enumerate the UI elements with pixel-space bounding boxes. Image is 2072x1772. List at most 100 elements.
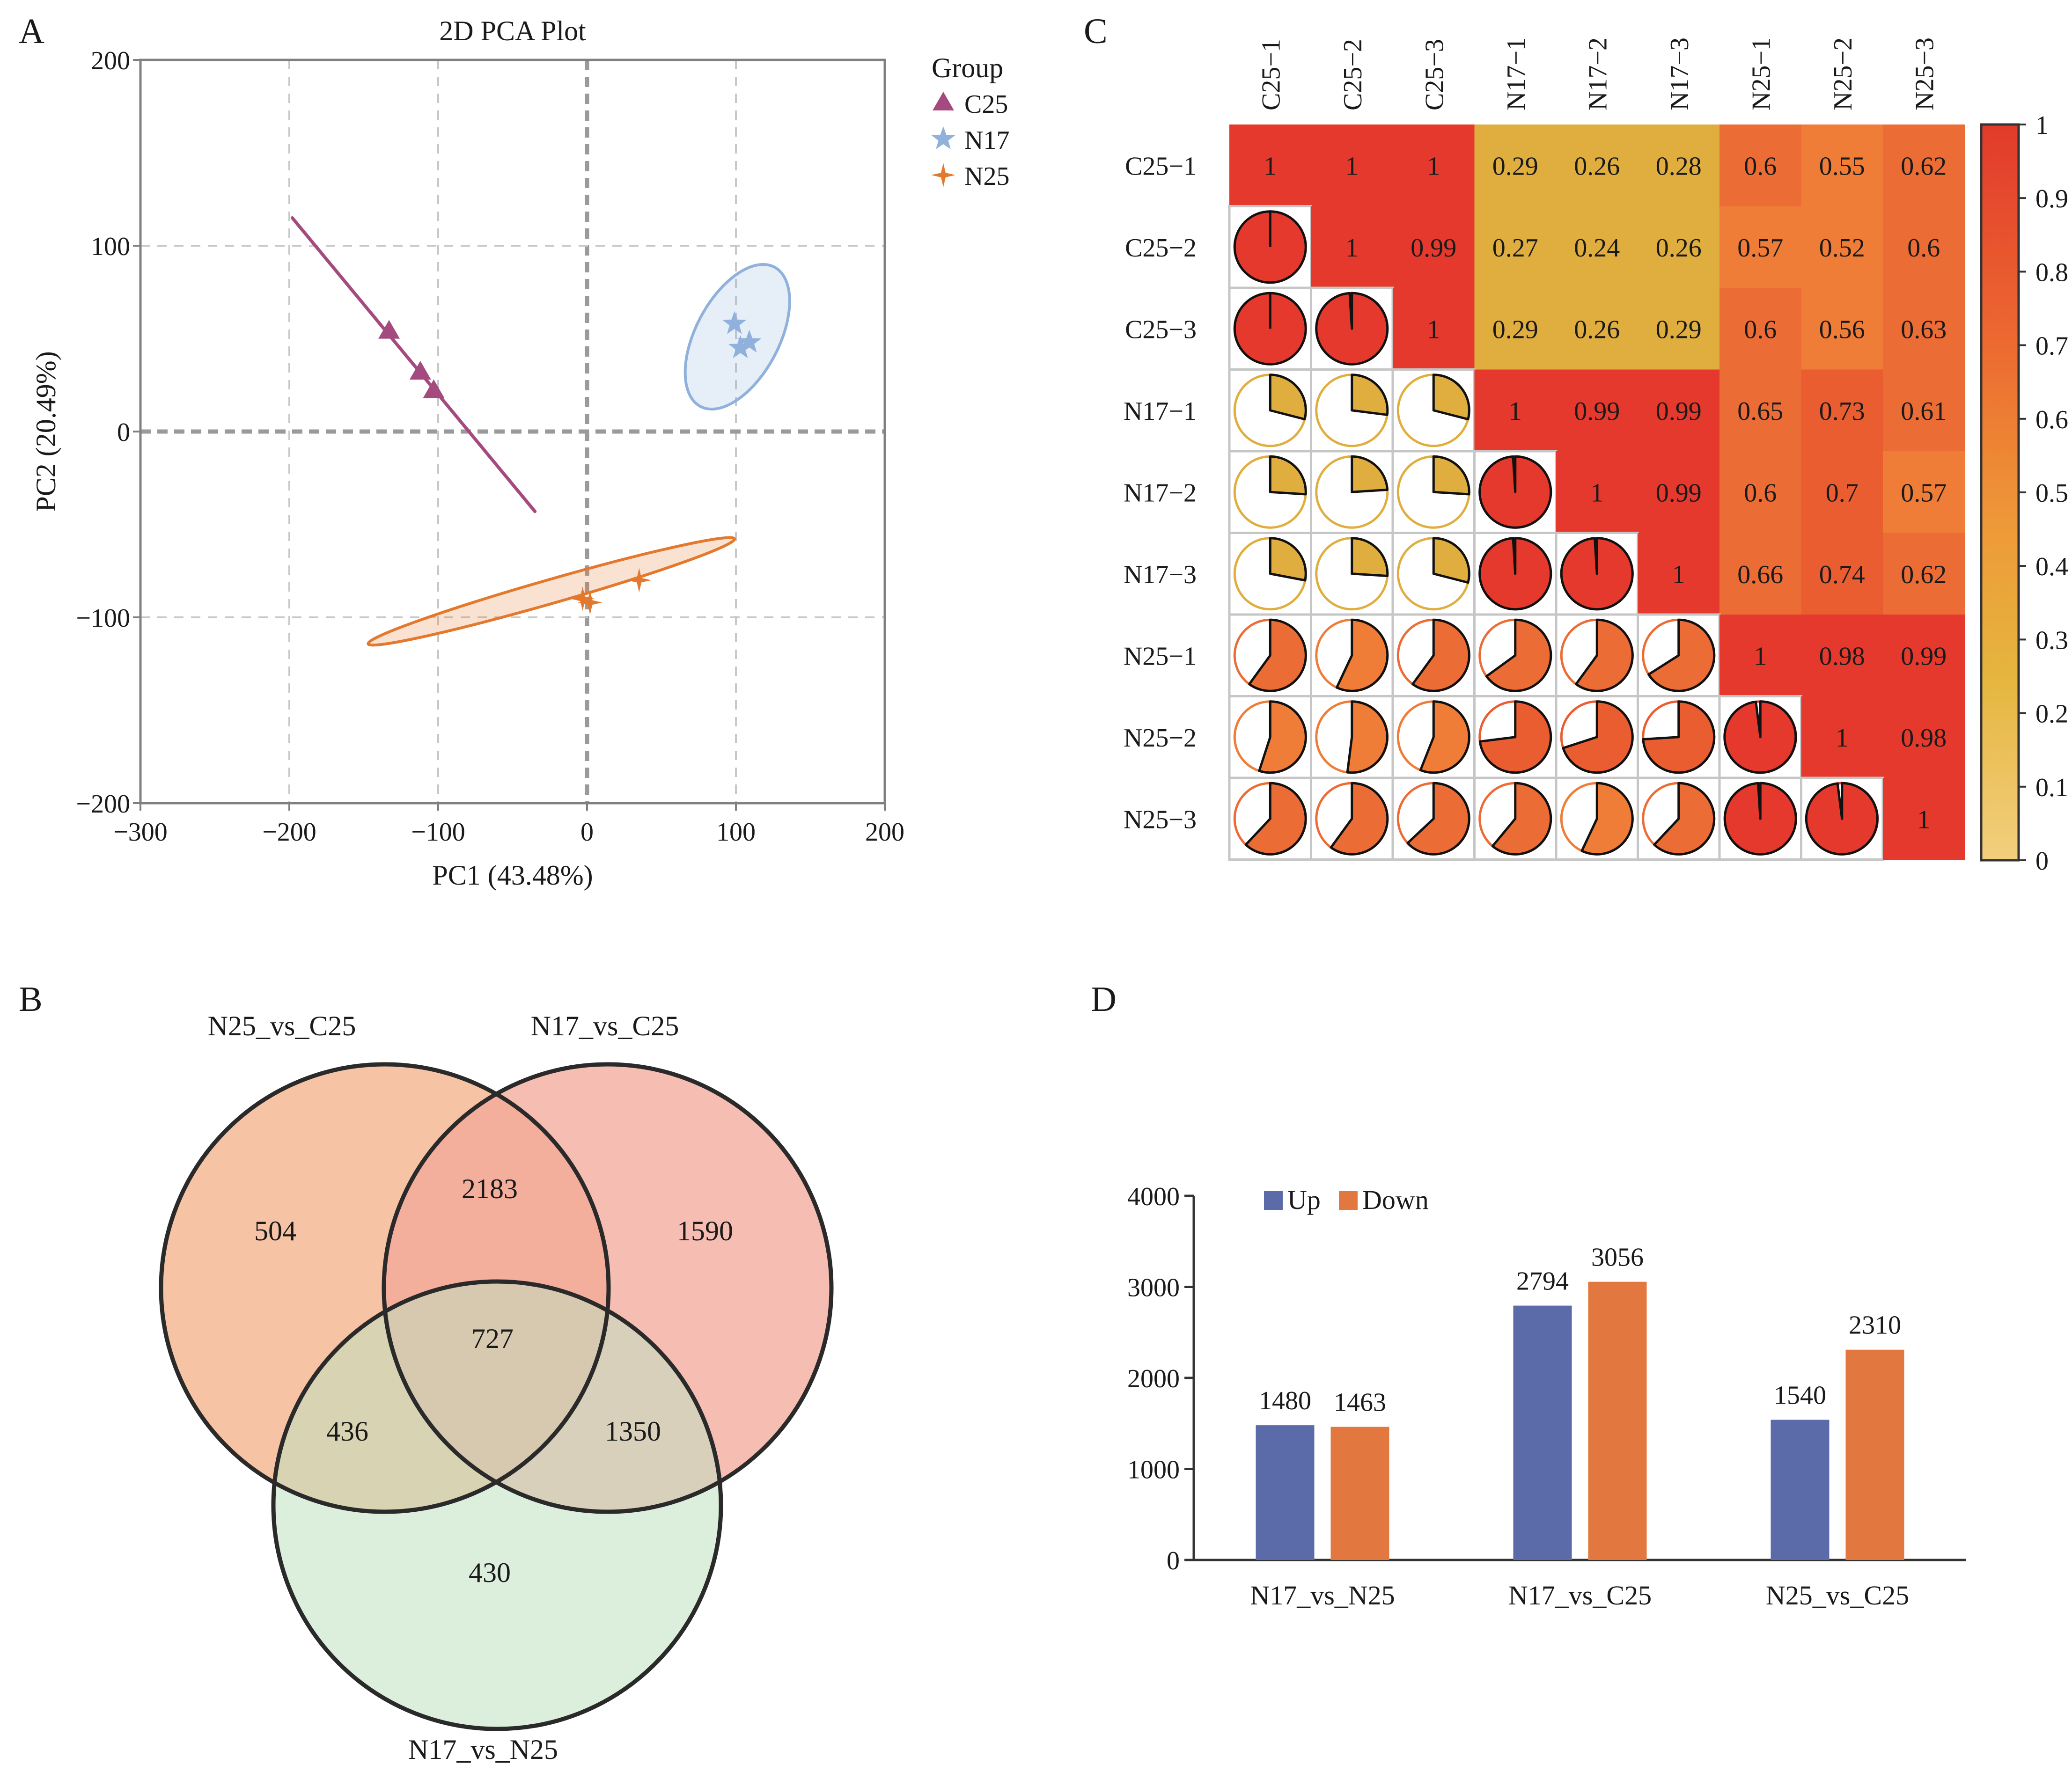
heatmap-cell-value: 0.6 — [1744, 152, 1777, 181]
heatmap-cell-value: 0.29 — [1492, 152, 1538, 181]
bar-value-label: 1540 — [1774, 1381, 1826, 1410]
pca-y-tick-label: −200 — [76, 790, 130, 819]
heatmap-cell — [1393, 124, 1475, 207]
bar-up — [1256, 1425, 1315, 1560]
heatmap-cell — [1719, 615, 1802, 697]
panel-label-d: D — [1091, 980, 1117, 1019]
heatmap-cell-value: 0.74 — [1819, 560, 1865, 589]
heatmap-cell — [1801, 533, 1883, 615]
pca-y-tick-label: 200 — [91, 46, 130, 75]
heatmap-pie — [1560, 537, 1634, 611]
heatmap-pie — [1315, 292, 1389, 366]
heatmap-pie — [1580, 782, 1634, 856]
heatmap-cell-value: 0.29 — [1656, 315, 1702, 344]
heatmap-pie — [1575, 618, 1634, 692]
heatmap-cell-value: 1 — [1836, 724, 1849, 753]
heatmap-pie — [1419, 700, 1470, 774]
colorbar-tick-label: 0.4 — [2035, 552, 2068, 581]
pca-legend: Group C25 N17 N25 — [931, 52, 1009, 191]
correlation-panel: 1 1 1 0.29 0.26 0.28 0.6 0.55 0.62 1 0.99 0.27 0.24 0… — [1124, 37, 2068, 876]
bar-value-label: 2794 — [1516, 1267, 1569, 1296]
bar-down — [1330, 1427, 1389, 1560]
heatmap-cell-value: 1 — [1264, 152, 1277, 181]
heatmap-cell-value: 0.6 — [1744, 478, 1777, 507]
heatmap-cell — [1311, 206, 1393, 288]
heatmap-cell-value: 1 — [1345, 152, 1359, 181]
heatmap-cell — [1556, 288, 1638, 370]
heatmap-row-label: N17−2 — [1124, 478, 1197, 507]
pca-point-n17 — [728, 335, 753, 359]
bar-y-tick-label: 0 — [1167, 1546, 1180, 1575]
panel-label-a: A — [19, 12, 44, 51]
pca-point-n25 — [570, 586, 595, 611]
venn-set-label-n17-vs-c25: N17_vs_C25 — [531, 1010, 679, 1041]
bar-legend: Up Down — [1264, 1185, 1429, 1215]
heatmap-cell-value: 0.26 — [1656, 234, 1702, 263]
venn-outline-n25-vs-c25 — [159, 1062, 611, 1514]
colorbar-tick-label: 0.1 — [2035, 773, 2068, 802]
heatmap-pie — [1244, 782, 1307, 856]
heatmap-cell — [1801, 124, 1883, 207]
heatmap-cell — [1719, 451, 1802, 534]
bar-legend-swatch-down — [1339, 1191, 1358, 1210]
pca-point-n25 — [627, 568, 652, 593]
venn-count-only-n17-vs-n25: 430 — [469, 1557, 511, 1588]
colorbar-scale — [1980, 123, 2020, 862]
heatmap-cell-value: 0.7 — [1826, 478, 1859, 507]
heatmap-cell — [1719, 369, 1802, 452]
colorbar-tick-label: 1 — [2035, 111, 2049, 140]
heatmap-cell-value: 0.98 — [1901, 724, 1947, 753]
colorbar-tick-label: 0.9 — [2035, 184, 2068, 213]
heatmap-cell — [1638, 451, 1720, 534]
heatmap-cell-value: 0.26 — [1574, 315, 1620, 344]
pca-y-axis-label: PC2 (20.49%) — [30, 351, 61, 512]
pca-legend-marker-n17 — [931, 126, 955, 149]
heatmap-cell-value: 1 — [1427, 315, 1440, 344]
pca-legend-title: Group — [932, 52, 1003, 83]
heatmap-labels: C25−1 C25−1 C25−2 C25−2 C25−3 C25−3 N17−1 N17−1… — [1124, 37, 1939, 834]
heatmap-cell — [1719, 533, 1802, 615]
heatmap-cell — [1638, 206, 1720, 288]
heatmap-row-label: C25−3 — [1125, 315, 1197, 344]
heatmap-cell-value: 0.6 — [1907, 234, 1940, 263]
heatmap-col-label: N25−3 — [1910, 37, 1939, 110]
heatmap-cell — [1556, 206, 1638, 288]
panel-label-b: B — [19, 980, 43, 1019]
bar-up — [1513, 1305, 1572, 1560]
heatmap-pie — [1478, 700, 1552, 774]
heatmap-cell-value: 0.99 — [1411, 234, 1456, 263]
heatmap-cell — [1801, 615, 1883, 697]
panel-label-c: C — [1084, 12, 1108, 51]
bar-y-tick-label: 3000 — [1127, 1274, 1180, 1303]
venn-outline-n17-vs-c25 — [382, 1062, 834, 1514]
heatmap-pie — [1478, 537, 1552, 611]
heatmap-pie — [1248, 618, 1307, 692]
heatmap-cell-value: 0.99 — [1656, 478, 1702, 507]
heatmap-cell — [1638, 369, 1720, 452]
heatmap-cell — [1883, 533, 1965, 615]
heatmap-col-label: N25−2 — [1829, 37, 1858, 110]
heatmap-cell-value: 1 — [1917, 805, 1930, 834]
heatmap-cell-value: 0.24 — [1574, 234, 1620, 263]
bar-y-tick-label: 4000 — [1127, 1182, 1180, 1211]
heatmap-cell-value: 0.98 — [1819, 642, 1865, 671]
heatmap-cell — [1801, 369, 1883, 452]
bar-value-label: 2310 — [1849, 1311, 1901, 1340]
venn-outline-n17-vs-n25 — [271, 1279, 723, 1731]
heatmap-cell-value: 0.28 — [1656, 152, 1702, 181]
bar-legend-label-down: Down — [1362, 1185, 1429, 1215]
heatmap-cell — [1474, 288, 1557, 370]
pca-title: 2D PCA Plot — [439, 15, 586, 46]
heatmap-cell-value: 0.57 — [1737, 234, 1783, 263]
heatmap-cell — [1474, 124, 1557, 207]
heatmap-col-label: C25−2 — [1338, 39, 1367, 110]
heatmap-cell — [1719, 288, 1802, 370]
heatmap-cell — [1556, 451, 1638, 534]
heatmap-pie — [1346, 700, 1389, 774]
venn-count-n17c25-n17n25: 1350 — [605, 1416, 661, 1447]
heatmap-col-label: N17−1 — [1502, 37, 1531, 110]
heatmap-pie — [1351, 373, 1389, 416]
